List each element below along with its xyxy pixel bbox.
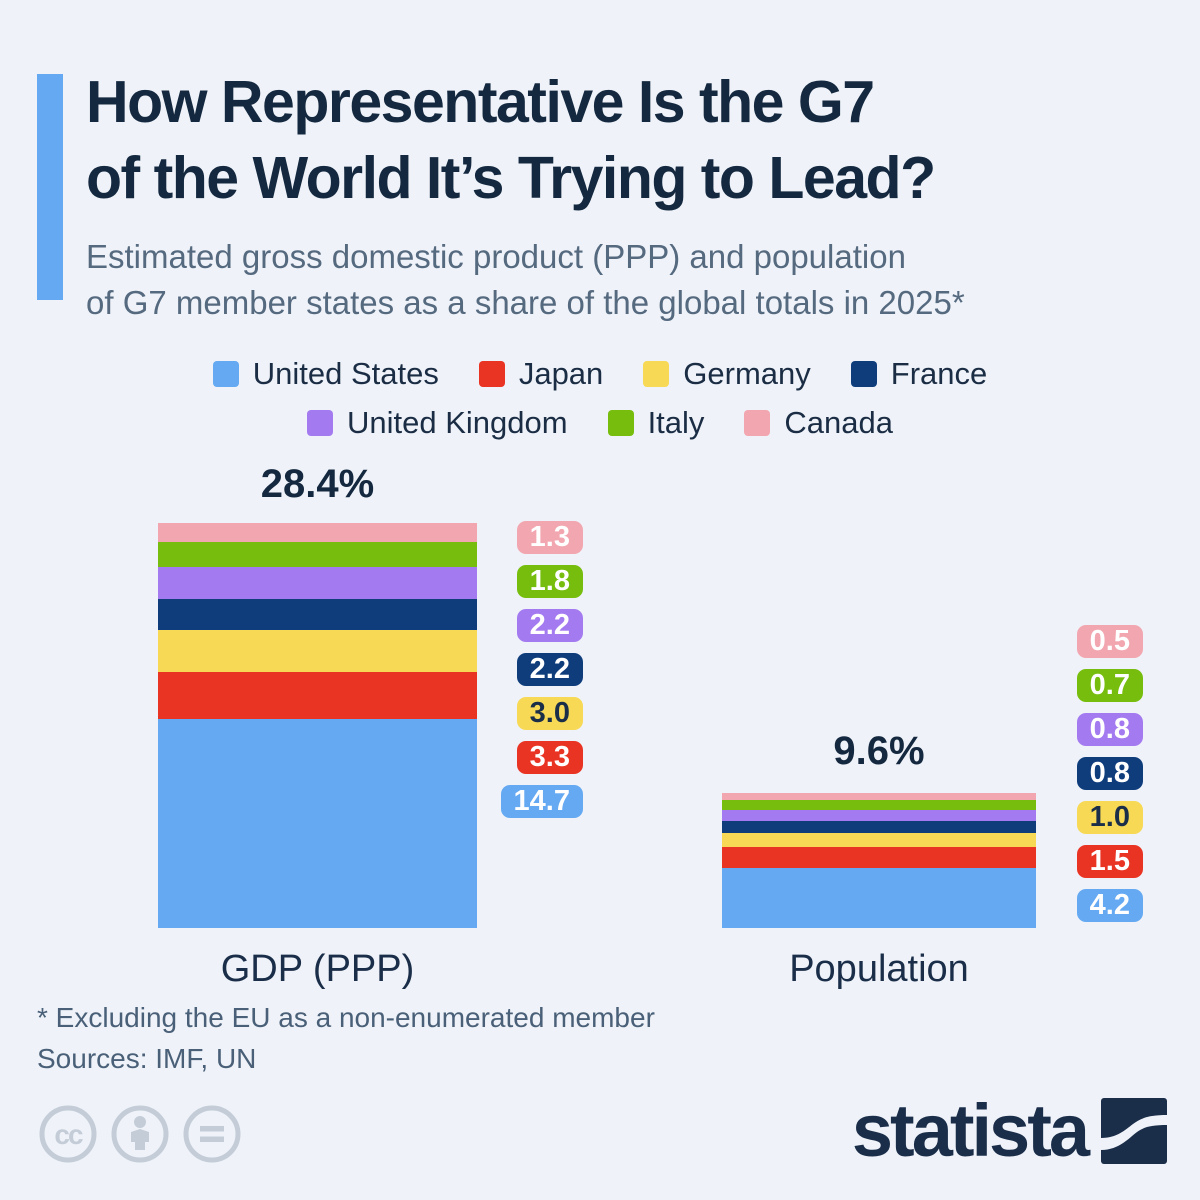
value-badge-population-united-kingdom: 0.8 [1076,713,1143,746]
bar-segment-population-canada [722,793,1036,801]
bar-gdp-ppp [158,523,477,928]
value-badge-gdp-ppp-united-states: 14.7 [500,785,583,818]
value-badge-gdp-ppp-united-kingdom: 2.2 [516,609,583,642]
bar-segment-gdp-ppp-canada [158,523,477,542]
legend-label-japan: Japan [518,356,604,391]
legend-swatch-italy [607,410,634,436]
value-badge-population-japan: 1.5 [1076,845,1143,878]
legend-label-united-kingdom: United Kingdom [346,405,568,440]
footnote-text: * Excluding the EU as a non-enumerated m… [37,1002,655,1033]
legend-label-italy: Italy [647,405,705,440]
value-badge-population-germany: 1.0 [1076,801,1143,834]
bar-segment-population-germany [722,832,1036,848]
cc-attribution-icon [111,1105,169,1163]
legend-label-germany: Germany [683,356,811,391]
value-badge-gdp-ppp-japan: 3.3 [516,741,583,774]
page-subtitle-line1: Estimated gross domestic product (PPP) a… [86,238,906,275]
legend-item-united-states: United States [212,356,439,392]
bar-segment-gdp-ppp-germany [158,629,477,673]
bar-segment-gdp-ppp-france [158,598,477,630]
legend-item-germany: Germany [643,356,811,392]
total-label-gdp-ppp: 28.4% [260,462,375,506]
cc-no-derivatives-icon [183,1105,241,1163]
legend-row-2: United Kingdom Italy Canada [0,405,1200,441]
page-title-line1: How Representative Is the G7 [86,69,875,135]
page-subtitle: Estimated gross domestic product (PPP) a… [86,234,965,326]
bar-population [722,793,1036,928]
bar-segment-gdp-ppp-united-states [158,719,477,928]
statista-logo-icon [1101,1098,1167,1164]
cc-license-icon: cc [39,1105,97,1163]
statista-branding: statista [851,1089,1167,1172]
bar-segment-population-italy [722,800,1036,811]
page-subtitle-line2: of G7 member states as a share of the gl… [86,284,965,321]
legend-item-united-kingdom: United Kingdom [306,405,568,441]
legend-swatch-united-kingdom [306,410,333,436]
bar-segment-population-japan [722,847,1036,869]
svg-text:cc: cc [54,1119,83,1150]
creative-commons-badges: cc [38,1104,242,1164]
legend-swatch-united-states [212,361,239,387]
legend-item-france: France [850,356,988,392]
statista-wordmark: statista [851,1089,1090,1172]
page-title-line2: of the World It’s Trying to Lead? [86,145,936,211]
legend-row-1: United States Japan Germany France [0,356,1200,392]
value-badges-gdp-ppp: 1.3 1.8 2.2 2.2 3.0 3.3 14.7 [500,521,583,818]
bar-segment-population-united-kingdom [722,810,1036,822]
bar-segment-gdp-ppp-united-kingdom [158,567,477,599]
total-label-population: 9.6% [833,729,925,773]
category-label-gdp-ppp: GDP (PPP) [220,948,415,990]
page-title: How Representative Is the G7 of the Worl… [86,64,936,216]
value-badge-population-italy: 0.7 [1076,669,1143,702]
bar-segment-population-united-states [722,868,1036,928]
bar-segment-population-france [722,821,1036,833]
value-badge-gdp-ppp-germany: 3.0 [516,697,583,730]
value-badge-gdp-ppp-france: 2.2 [516,653,583,686]
bar-segment-gdp-ppp-italy [158,541,477,568]
legend-item-canada: Canada [744,405,893,441]
title-accent-bar [37,74,63,300]
value-badge-population-united-states: 4.2 [1076,889,1143,922]
category-label-population: Population [789,948,969,990]
legend-swatch-france [850,361,877,387]
legend-swatch-japan [478,361,505,387]
legend-item-italy: Italy [607,405,705,441]
legend-swatch-germany [643,361,670,387]
value-badges-population: 0.5 0.7 0.8 0.8 1.0 1.5 4.2 [1076,625,1143,922]
sources-text: Sources: IMF, UN [37,1043,257,1074]
value-badge-population-france: 0.8 [1076,757,1143,790]
bar-segment-gdp-ppp-japan [158,672,477,720]
value-badge-population-canada: 0.5 [1076,625,1143,658]
legend-swatch-canada [744,410,771,436]
legend-label-united-states: United States [252,356,439,391]
value-badge-gdp-ppp-canada: 1.3 [516,521,583,554]
legend-item-japan: Japan [478,356,604,392]
value-badge-gdp-ppp-italy: 1.8 [516,565,583,598]
legend-label-france: France [890,356,988,391]
legend-label-canada: Canada [784,405,894,440]
chart-legend: United States Japan Germany France United Ki… [0,356,1200,441]
